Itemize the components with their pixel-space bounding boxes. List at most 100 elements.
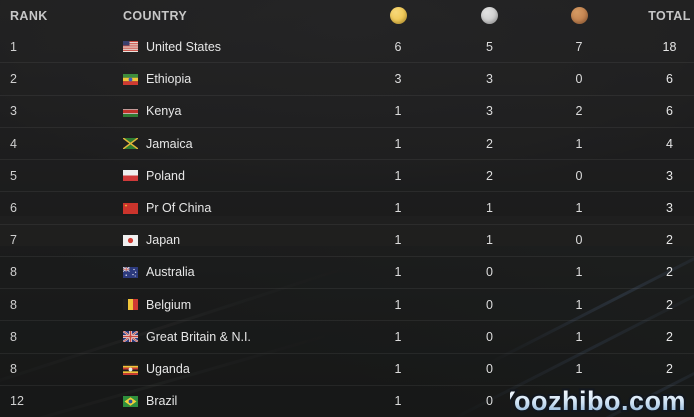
table-row[interactable]: 7 Japan 1 1 0 2	[0, 223, 694, 256]
gold-count: 1	[394, 104, 402, 119]
country-cell: Ethiopia	[120, 72, 352, 86]
flag-au-icon	[123, 266, 138, 278]
gold-count: 1	[394, 265, 402, 280]
flag-pl-icon	[123, 170, 138, 182]
silver-count: 0	[486, 362, 493, 377]
bronze-count: 1	[575, 201, 583, 216]
table-row[interactable]: 8 Uganda 1 0 1 2	[0, 352, 694, 385]
bronze-count: 7	[575, 39, 583, 54]
total-header: TOTAL	[648, 8, 691, 23]
total-count: 4	[666, 136, 673, 151]
country-name: Brazil	[146, 394, 178, 409]
bronze-medal-icon	[570, 7, 588, 25]
bronze-count: 1	[575, 329, 583, 344]
total-count: 6	[666, 72, 673, 87]
bronze-count: 0	[575, 233, 583, 248]
gold-count: 6	[394, 39, 402, 54]
silver-count: 2	[486, 136, 493, 151]
rank-cell: 2	[10, 72, 17, 87]
silver-count: 1	[486, 201, 493, 216]
silver-count: 5	[486, 39, 493, 54]
flag-jm-icon	[123, 138, 138, 150]
gold-count: 1	[394, 329, 402, 344]
country-cell: Jamaica	[120, 137, 352, 151]
flag-br-icon	[123, 395, 138, 407]
silver-count: 0	[486, 265, 493, 280]
country-cell: Great Britain & N.I.	[120, 330, 352, 344]
rank-header: RANK	[10, 8, 48, 23]
table-row[interactable]: 6 Pr Of China 1 1 1 3	[0, 191, 694, 224]
rank-cell: 12	[10, 394, 24, 409]
country-name: Australia	[146, 265, 195, 280]
country-name: Pr Of China	[146, 201, 212, 216]
rank-cell: 4	[10, 136, 17, 151]
total-count: 18	[662, 39, 677, 54]
gold-count: 1	[394, 297, 402, 312]
country-name: Ethiopia	[146, 72, 192, 87]
gold-count: 3	[394, 72, 402, 87]
flag-ke-icon	[123, 105, 138, 117]
rank-cell: 8	[10, 329, 17, 344]
country-cell: Kenya	[120, 104, 352, 118]
flag-cn-icon	[123, 202, 138, 214]
silver-count: 0	[486, 329, 493, 344]
table-row[interactable]: 5 Poland 1 2 0 3	[0, 159, 694, 192]
country-cell: Brazil	[120, 394, 352, 408]
flag-ug-icon	[123, 363, 138, 375]
country-name: Jamaica	[146, 136, 193, 151]
table-row[interactable]: 8 Belgium 1 0 1 2	[0, 288, 694, 321]
country-cell: Poland	[120, 169, 352, 183]
total-count: 2	[666, 362, 673, 377]
country-name: United States	[146, 39, 222, 54]
gold-count: 1	[394, 362, 402, 377]
table-row[interactable]: 3 Kenya 1 3 2 6	[0, 94, 694, 127]
silver-count: 3	[486, 104, 493, 119]
flag-et-icon	[123, 73, 138, 85]
gold-count: 1	[394, 136, 402, 151]
table-row[interactable]: 4 Jamaica 1 2 1 4	[0, 126, 694, 160]
bronze-count: 1	[575, 265, 583, 280]
silver-count: 0	[486, 394, 493, 409]
silver-count: 1	[486, 233, 493, 248]
rank-cell: 7	[10, 233, 17, 248]
total-count: 6	[666, 104, 673, 119]
bronze-count: 1	[575, 136, 583, 151]
bronze-count: 1	[575, 362, 583, 377]
gold-medal-icon	[389, 7, 407, 25]
bronze-count: 1	[575, 297, 583, 312]
medal-table-header: RANK COUNTRY TOTAL	[0, 0, 694, 32]
silver-count: 3	[486, 72, 493, 87]
total-count: 2	[666, 265, 673, 280]
total-count: 3	[666, 201, 673, 216]
country-header: COUNTRY	[123, 8, 188, 23]
gold-count: 1	[394, 168, 402, 183]
table-row[interactable]: 8 Great Britain & N.I. 1 0 1 2	[0, 320, 694, 353]
total-count: 2	[666, 297, 673, 312]
silver-count: 0	[486, 297, 493, 312]
bronze-count: 0	[575, 72, 583, 87]
total-count: 2	[666, 233, 673, 248]
country-name: Great Britain & N.I.	[146, 329, 251, 344]
table-row[interactable]: 1 United States 6 5 7 18	[0, 31, 694, 63]
total-count: 2	[666, 329, 673, 344]
watermark-text: Yoozhibo.com	[510, 386, 686, 416]
watermark: Yoozhibo.com	[510, 384, 688, 417]
flag-jp-icon	[123, 234, 138, 246]
gold-count: 1	[394, 233, 402, 248]
rank-cell: 8	[10, 362, 17, 377]
country-name: Kenya	[146, 104, 182, 119]
rank-cell: 5	[10, 168, 17, 183]
country-cell: Uganda	[120, 362, 352, 376]
table-row[interactable]: 2 Ethiopia 3 3 0 6	[0, 62, 694, 95]
country-cell: Pr Of China	[120, 201, 352, 215]
bronze-count: 0	[575, 168, 583, 183]
table-row[interactable]: 8 Australia 1 0 1 2	[0, 255, 694, 289]
rank-cell: 8	[10, 265, 17, 280]
table-row[interactable]: 12 Brazil 1 0	[0, 384, 694, 417]
total-count: 3	[666, 168, 673, 183]
flag-us-icon	[123, 41, 138, 53]
country-cell: United States	[120, 40, 352, 54]
gold-count: 1	[394, 394, 402, 409]
